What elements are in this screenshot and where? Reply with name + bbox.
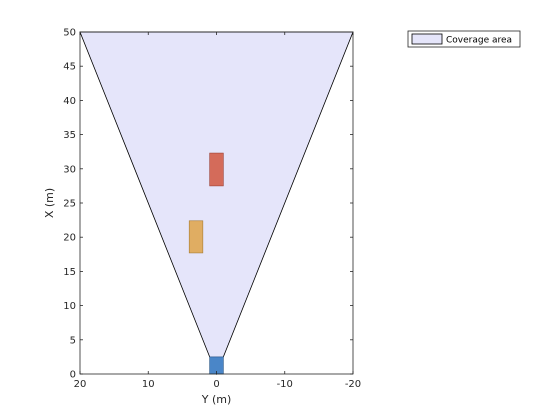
y-tick-label: 20 [63, 233, 76, 244]
plot-frame [79, 31, 354, 375]
y-tick-label: 35 [63, 130, 76, 141]
x-axis-label: Y (m) [201, 393, 232, 406]
orange-vehicle [188, 220, 204, 254]
red-vehicle [209, 152, 224, 187]
y-tick-label: 5 [70, 335, 76, 346]
x-tick-label: 0 [213, 379, 219, 390]
y-tick-label: 30 [63, 164, 76, 175]
x-tick-label: 10 [142, 379, 155, 390]
y-tick-label: 25 [63, 199, 76, 210]
vehicles-layer [188, 152, 224, 375]
y-tick-label: 50 [63, 28, 76, 39]
y-axis-label: X (m) [43, 188, 56, 218]
y-tick-label: 0 [70, 370, 76, 381]
y-tick-label: 45 [63, 62, 76, 73]
legend-entry-coverage-area: Coverage area [446, 36, 512, 46]
y-tick-label: 15 [63, 267, 76, 278]
x-tick-label: -20 [345, 379, 361, 390]
tick-labels: 20 10 0 -10 -20 0 5 10 15 20 25 30 35 40 45 50 [63, 28, 361, 391]
y-tick-label: 10 [63, 301, 76, 312]
legend-swatch-coverage-area [411, 33, 443, 45]
y-tick-label: 40 [63, 96, 76, 107]
x-tick-label: -10 [277, 379, 293, 390]
legend: Coverage area [407, 30, 521, 48]
x-tick-label: 20 [74, 379, 87, 390]
